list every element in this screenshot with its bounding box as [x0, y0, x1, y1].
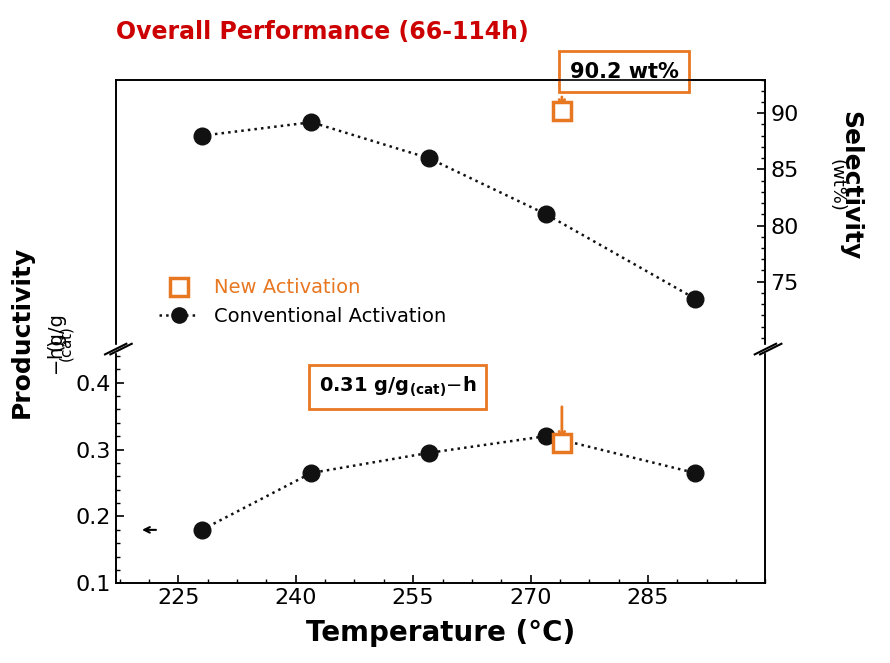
Text: Overall Performance (66-114h): Overall Performance (66-114h): [116, 20, 529, 44]
Text: 0.31 g/g$_{\mathregular{(cat)}}$$-$h: 0.31 g/g$_{\mathregular{(cat)}}$$-$h: [319, 375, 476, 399]
X-axis label: Temperature (°C): Temperature (°C): [306, 619, 575, 647]
Legend: New Activation, Conventional Activation: New Activation, Conventional Activation: [151, 271, 454, 334]
Text: (wt%): (wt%): [828, 159, 846, 212]
Text: Selectivity: Selectivity: [838, 111, 862, 261]
Text: (g/g: (g/g: [46, 312, 66, 351]
Text: 90.2 wt%: 90.2 wt%: [570, 62, 678, 82]
Text: $-$h): $-$h): [45, 339, 67, 377]
Text: $\mathregular{(cat)}$: $\mathregular{(cat)}$: [58, 327, 76, 363]
Text: Productivity: Productivity: [11, 245, 34, 418]
